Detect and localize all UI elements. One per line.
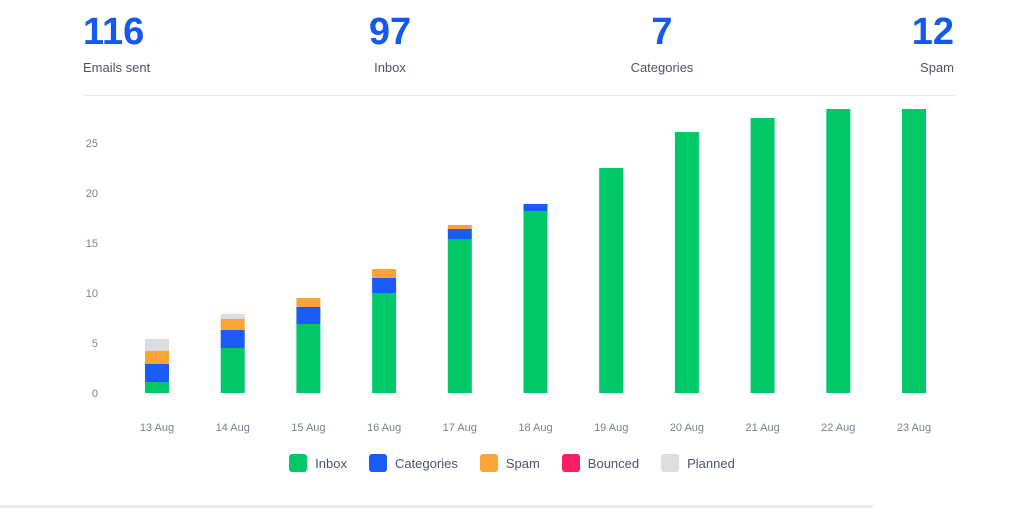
stat-label: Categories [630, 60, 694, 75]
x-tick-label: 14 Aug [216, 422, 250, 434]
bar-spam-15-aug[interactable] [296, 298, 321, 307]
bar-inbox-16-aug[interactable] [372, 293, 397, 393]
stat-label: Spam [920, 60, 954, 75]
legend-item-inbox[interactable]: Inbox [289, 454, 347, 472]
bar-planned-14-aug[interactable] [220, 314, 245, 319]
bar-inbox-17-aug[interactable] [447, 239, 472, 393]
legend-label: Categories [394, 455, 458, 471]
x-tick-label: 23 Aug [897, 422, 931, 434]
legend-swatch [289, 454, 308, 472]
x-tick-label: 19 Aug [594, 422, 628, 434]
bar-inbox-13-aug[interactable] [145, 382, 169, 393]
bar-spam-13-aug[interactable] [145, 351, 169, 364]
legend-swatch [368, 454, 387, 472]
stacked-bar-chart: 0 5 10 15 20 25 13 Aug 14 Aug 15 Aug 16 Aug 17 Aug… [86, 109, 931, 434]
x-tick-label: 21 Aug [745, 422, 779, 434]
legend-item-bounced[interactable]: Bounced [561, 454, 640, 472]
legend-swatch [561, 454, 580, 472]
bar-inbox-22-aug[interactable] [826, 109, 851, 393]
bar-planned-13-aug[interactable] [145, 339, 169, 351]
y-tick-label-25: 25 [86, 138, 98, 150]
bar-inbox-19-aug[interactable] [599, 168, 624, 393]
x-tick-label: 17 Aug [443, 422, 477, 434]
bar-spam-14-aug[interactable] [220, 319, 245, 330]
legend-item-categories[interactable]: Categories [368, 454, 458, 472]
chart-legend: Inbox Categories Spam Bounced Planned [0, 454, 1024, 472]
y-tick-label-15: 15 [86, 238, 98, 250]
bar-categories-18-aug[interactable] [523, 204, 548, 211]
stat-label: Emails sent [83, 60, 151, 75]
stat-emails-sent: 116 Emails sent [83, 10, 150, 76]
bar-categories-16-aug[interactable] [372, 278, 397, 293]
bar-categories-15-aug[interactable] [296, 307, 321, 324]
x-tick-label: 16 Aug [367, 422, 401, 434]
y-tick-label-5: 5 [92, 338, 98, 350]
y-tick-label-10: 10 [86, 288, 98, 300]
x-tick-label: 20 Aug [670, 422, 704, 434]
y-tick-label-20: 20 [86, 188, 98, 200]
x-tick-label: 18 Aug [518, 422, 552, 434]
bar-inbox-18-aug[interactable] [523, 211, 548, 393]
legend-label: Spam [505, 455, 540, 471]
x-tick-label: 13 Aug [140, 422, 174, 434]
stat-inbox: 97 Inbox [369, 10, 411, 76]
x-tick-label: 22 Aug [821, 422, 855, 434]
legend-item-spam[interactable]: Spam [479, 454, 540, 472]
bar-inbox-15-aug[interactable] [296, 324, 321, 393]
stat-value: 97 [368, 11, 412, 53]
bar-inbox-23-aug[interactable] [902, 109, 926, 393]
bar-categories-17-aug[interactable] [447, 229, 472, 239]
stat-spam: 12 Spam [912, 10, 954, 76]
legend-swatch [661, 454, 680, 472]
bar-inbox-20-aug[interactable] [674, 132, 699, 393]
x-tick-label: 15 Aug [291, 422, 325, 434]
bar-spam-16-aug[interactable] [372, 269, 397, 278]
bar-spam-17-aug[interactable] [447, 225, 472, 229]
stat-value: 7 [651, 11, 673, 53]
bottom-separator [0, 505, 873, 508]
stat-value: 116 [83, 11, 145, 53]
bar-inbox-14-aug[interactable] [220, 348, 245, 393]
bar-categories-13-aug[interactable] [145, 364, 169, 382]
y-tick-label-0: 0 [92, 388, 98, 400]
bar-categories-14-aug[interactable] [220, 330, 245, 348]
stat-categories: 7 Categories [631, 10, 694, 76]
legend-label: Bounced [587, 455, 640, 471]
bar-inbox-21-aug[interactable] [750, 118, 775, 393]
stats-divider [83, 95, 956, 96]
legend-label: Planned [687, 455, 735, 471]
legend-swatch [479, 454, 498, 472]
stat-label: Inbox [374, 60, 406, 75]
stat-value: 12 [911, 11, 954, 53]
legend-label: Inbox [315, 455, 347, 471]
stats-row: 116 Emails sent 97 Inbox 7 Categories 12… [0, 0, 1024, 95]
legend-item-planned[interactable]: Planned [661, 454, 735, 472]
